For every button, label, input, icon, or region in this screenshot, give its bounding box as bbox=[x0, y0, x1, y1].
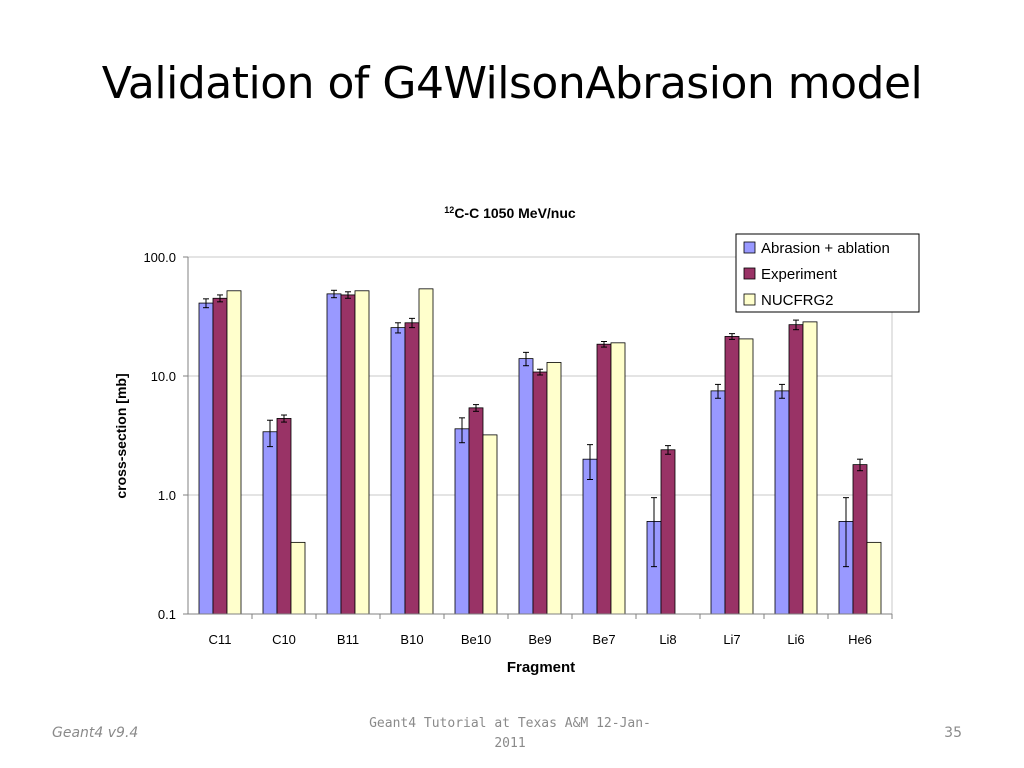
footer-event: Geant4 Tutorial at Texas A&M 12-Jan-2011 bbox=[369, 716, 651, 751]
x-tick-label: Be7 bbox=[592, 632, 615, 647]
legend-label: Experiment bbox=[761, 266, 838, 283]
chart-title: 12C-C 1050 MeV/nuc bbox=[444, 205, 576, 221]
bar-nucfrg2-b10 bbox=[418, 288, 434, 615]
bar-nucfrg2-c10 bbox=[290, 541, 306, 615]
bar-abrasion-ablation-be9 bbox=[518, 358, 534, 615]
x-tick-label: B11 bbox=[337, 632, 359, 647]
x-tick-label: Li8 bbox=[659, 632, 676, 647]
x-tick-label: Be10 bbox=[461, 632, 491, 647]
bar-nucfrg2-he6 bbox=[866, 541, 882, 615]
bar-nucfrg2-be9 bbox=[546, 362, 562, 615]
legend-box bbox=[735, 233, 920, 313]
bar-experiment-b11 bbox=[340, 294, 356, 615]
x-tick-label: C11 bbox=[209, 632, 232, 647]
legend-swatch bbox=[743, 267, 756, 280]
bar-abrasion-ablation-li6 bbox=[774, 390, 790, 615]
bar-nucfrg2-be10 bbox=[482, 434, 498, 615]
bar-abrasion-ablation-be7 bbox=[582, 458, 598, 615]
bar-nucfrg2-be7 bbox=[610, 342, 626, 615]
x-axis-label: Fragment bbox=[507, 659, 575, 676]
x-tick-label: Li7 bbox=[723, 632, 740, 647]
y-axis-label: cross-section [mb] bbox=[113, 373, 129, 498]
bar-experiment-li7 bbox=[724, 336, 740, 615]
legend-swatch bbox=[743, 241, 756, 254]
bar-experiment-c10 bbox=[276, 418, 292, 615]
bar-abrasion-ablation-be10 bbox=[454, 428, 470, 615]
bar-experiment-he6 bbox=[852, 464, 868, 615]
bar-nucfrg2-b11 bbox=[354, 290, 370, 615]
chart-title-text: C-C 1050 MeV/nuc bbox=[454, 205, 576, 221]
y-tick-label: 10.0 bbox=[151, 369, 176, 384]
bar-experiment-be9 bbox=[532, 371, 548, 615]
bar-experiment-c11 bbox=[212, 297, 228, 615]
bar-nucfrg2-c11 bbox=[226, 290, 242, 615]
footer-version: Geant4 v9.4 bbox=[52, 725, 139, 741]
x-tick-label: Li6 bbox=[787, 632, 804, 647]
x-tick-label: C10 bbox=[272, 632, 296, 647]
bar-nucfrg2-li7 bbox=[738, 338, 754, 615]
chart-title-superscript: 12 bbox=[444, 205, 454, 215]
page-number: 35 bbox=[944, 725, 962, 741]
bar-nucfrg2-li6 bbox=[802, 321, 818, 615]
y-tick-label: 0.1 bbox=[158, 607, 176, 622]
bar-abrasion-ablation-c11 bbox=[198, 302, 214, 615]
bar-abrasion-ablation-b11 bbox=[326, 293, 342, 615]
bar-abrasion-ablation-li7 bbox=[710, 390, 726, 615]
chart-axes: 0.1 1.0 10.0 100.0 C11 C10 B11 B10 Be10 Be9 Be7 Li8… bbox=[143, 250, 893, 647]
legend-swatch bbox=[743, 293, 756, 306]
bar-experiment-b10 bbox=[404, 322, 420, 615]
bar-experiment-li8 bbox=[660, 449, 676, 615]
x-tick-label: B10 bbox=[400, 632, 423, 647]
bar-experiment-be10 bbox=[468, 407, 484, 615]
slide-title: Validation of G4WilsonAbrasion model bbox=[101, 58, 923, 109]
y-tick-label: 1.0 bbox=[158, 488, 176, 503]
chart-bars bbox=[198, 288, 882, 615]
x-tick-label: He6 bbox=[848, 632, 872, 647]
legend-label: NUCFRG2 bbox=[761, 292, 834, 309]
bar-abrasion-ablation-b10 bbox=[390, 327, 406, 615]
x-tick-label: Be9 bbox=[528, 632, 551, 647]
legend-label: Abrasion + ablation bbox=[761, 240, 890, 257]
legend: Abrasion + ablation Experiment NUCFRG2 bbox=[735, 233, 920, 313]
bar-experiment-li6 bbox=[788, 324, 804, 615]
bar-abrasion-ablation-c10 bbox=[262, 431, 278, 615]
bar-experiment-be7 bbox=[596, 343, 612, 615]
y-tick-label: 100.0 bbox=[143, 250, 176, 265]
